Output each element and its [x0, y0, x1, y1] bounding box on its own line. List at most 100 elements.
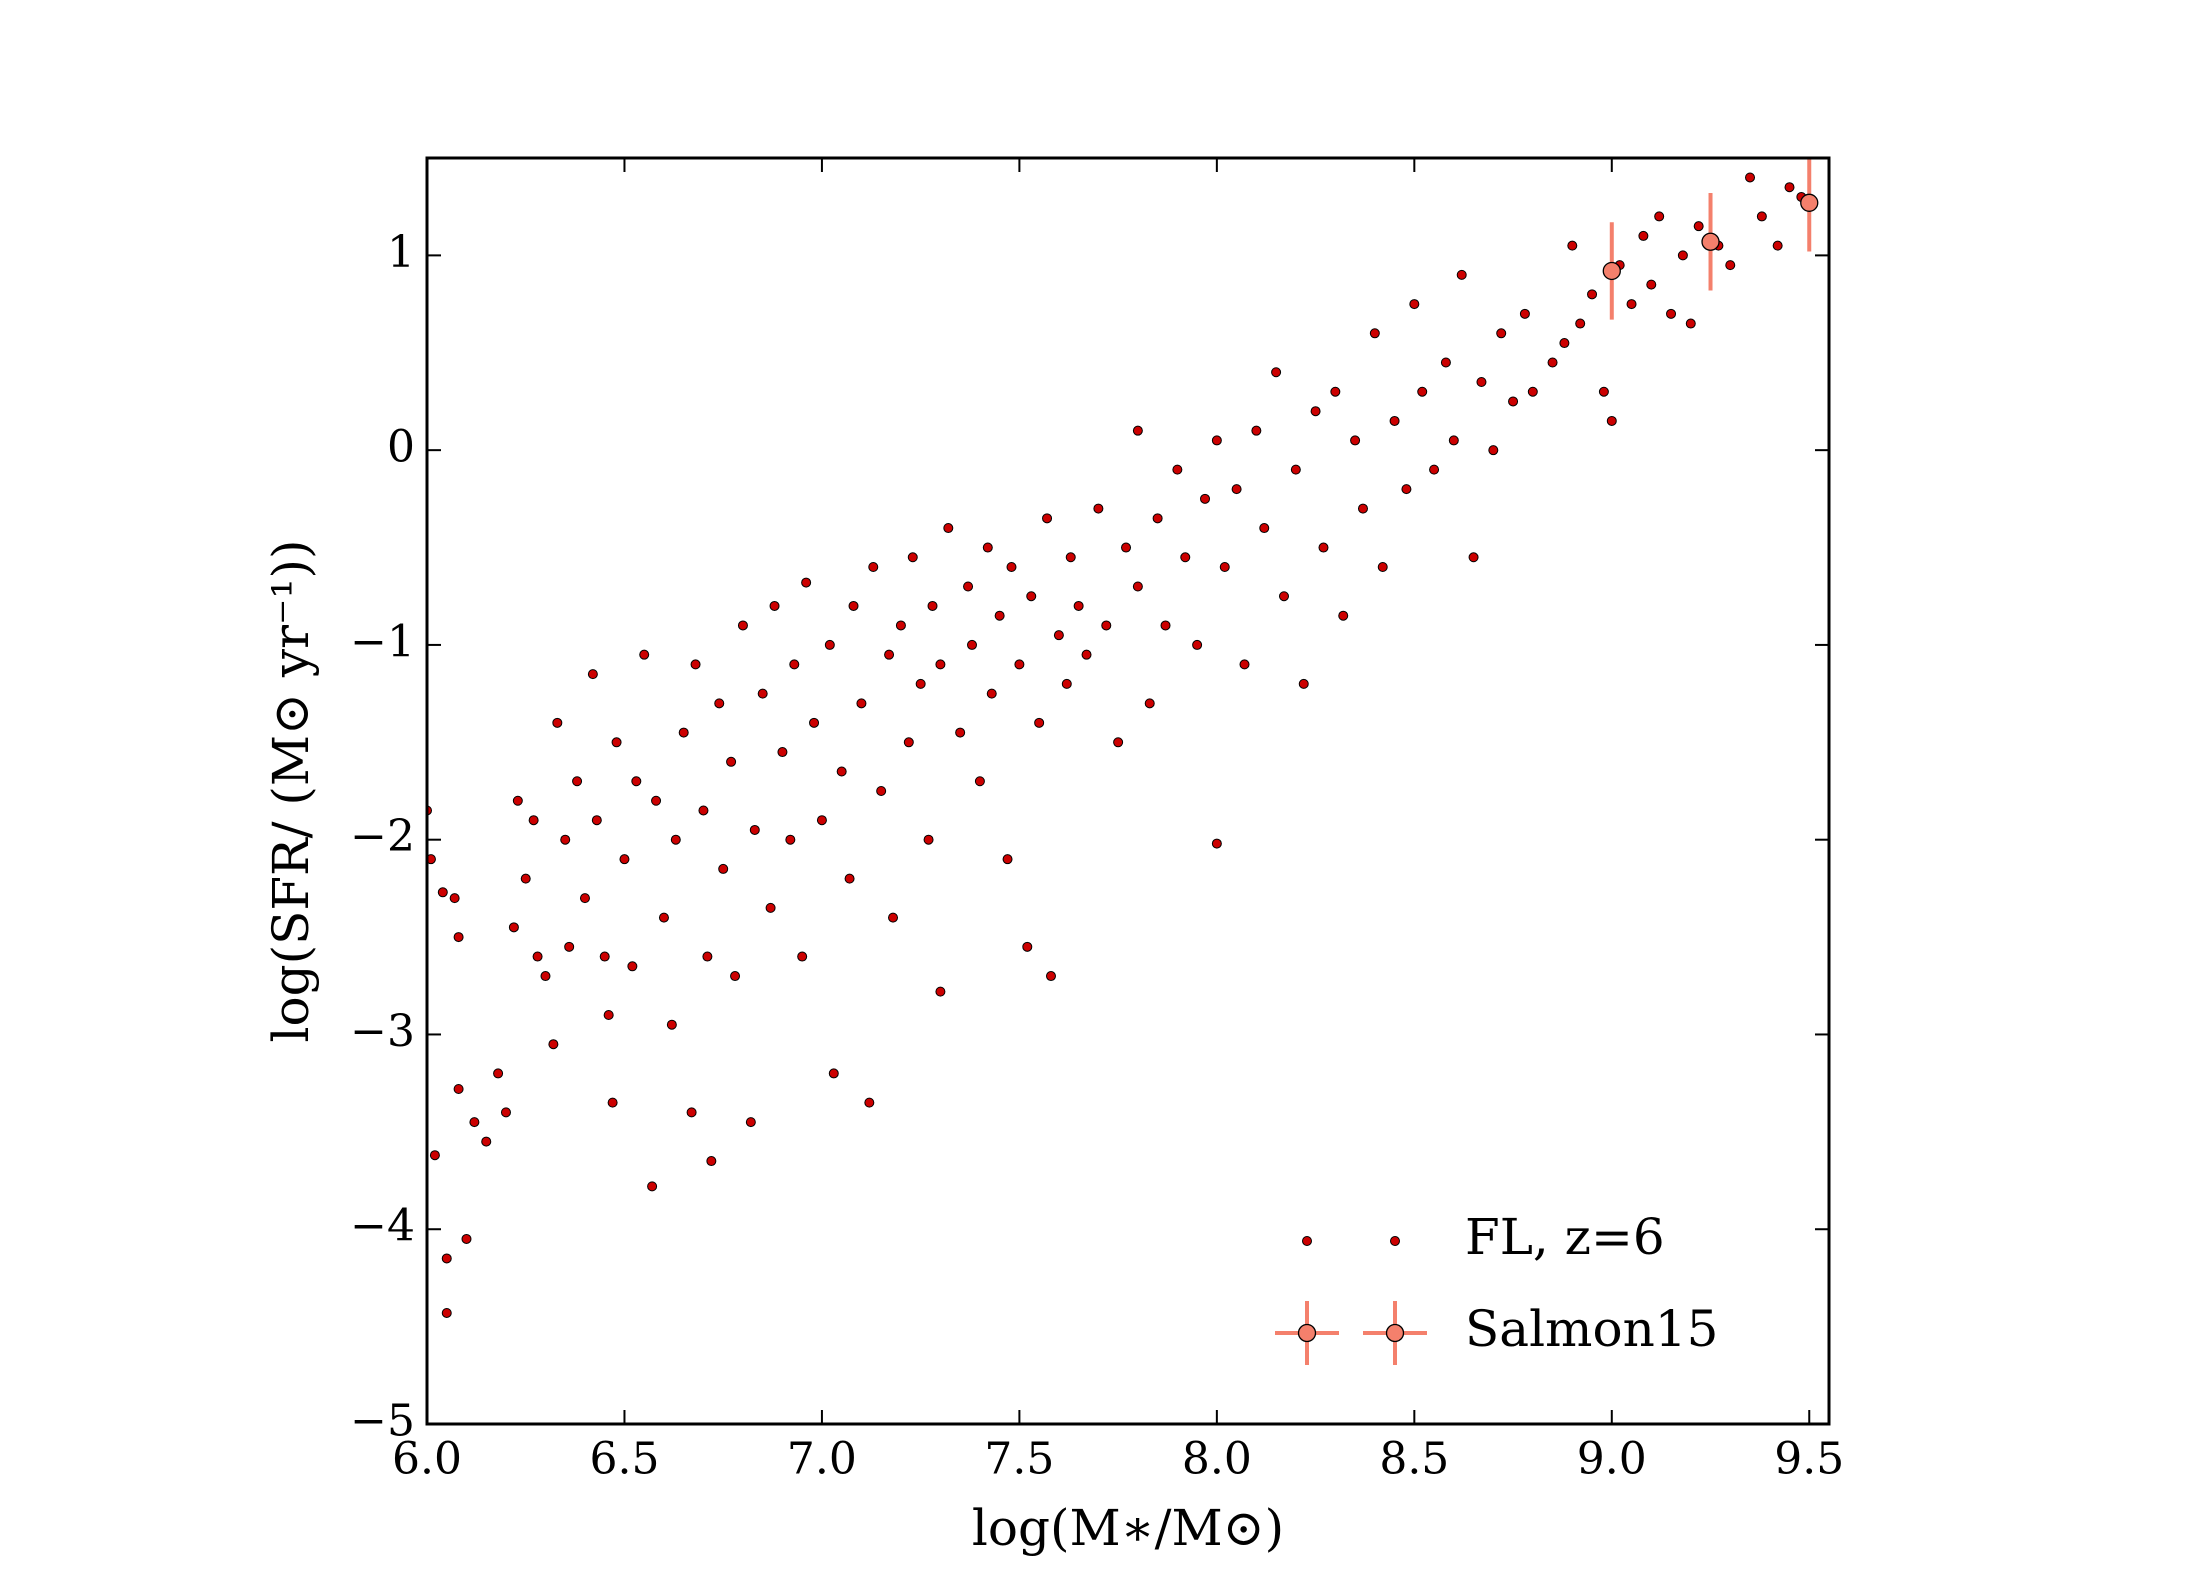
- point: [974, 776, 985, 787]
- point: [828, 1068, 839, 1079]
- point: [1065, 552, 1076, 563]
- point: [1042, 513, 1053, 524]
- point: [1219, 562, 1230, 573]
- x-axis-label: log(M∗/M⊙): [972, 1499, 1284, 1557]
- point: [631, 776, 642, 787]
- point: [1440, 357, 1451, 368]
- point: [1338, 610, 1349, 621]
- point: [745, 1117, 756, 1128]
- point: [647, 1181, 658, 1192]
- point: [1606, 415, 1617, 426]
- point: [686, 1107, 697, 1118]
- point: [670, 834, 681, 845]
- point: [453, 1083, 464, 1094]
- point: [611, 737, 622, 748]
- point: [1132, 581, 1143, 592]
- point: [1417, 386, 1428, 397]
- y-tick-label: −5: [350, 1396, 415, 1447]
- point: [678, 727, 689, 738]
- point: [797, 951, 808, 962]
- point: [1101, 620, 1112, 631]
- point: [548, 1039, 559, 1050]
- point: [982, 542, 993, 553]
- point: [1081, 649, 1092, 660]
- point: [1389, 415, 1400, 426]
- point: [1598, 386, 1609, 397]
- point: [698, 805, 709, 816]
- point: [1745, 172, 1756, 183]
- point: [579, 893, 590, 904]
- marker: [1800, 193, 1819, 212]
- point: [737, 620, 748, 631]
- point: [1527, 386, 1538, 397]
- point: [1113, 737, 1124, 748]
- point: [607, 1097, 618, 1108]
- point: [619, 854, 630, 865]
- y-tick-label: −2: [350, 811, 415, 862]
- point: [666, 1019, 677, 1030]
- point: [915, 678, 926, 689]
- x-tick-label: 8.0: [1182, 1434, 1252, 1485]
- point: [1045, 971, 1056, 982]
- point: [603, 1009, 614, 1020]
- point: [809, 717, 820, 728]
- point: [943, 523, 954, 534]
- y-axis-label: log(SFR/ (M⊙ yr⁻¹)): [262, 539, 320, 1042]
- point: [1211, 838, 1222, 849]
- x-tick-label: 7.5: [984, 1434, 1054, 1485]
- marker: [1602, 261, 1621, 281]
- point: [994, 610, 1005, 621]
- point: [1006, 562, 1017, 573]
- legend-marker: [1390, 1236, 1400, 1246]
- point: [1014, 659, 1025, 670]
- y-tick-label: 1: [387, 227, 415, 278]
- point: [1144, 698, 1155, 709]
- point: [888, 912, 899, 923]
- point: [1231, 484, 1242, 495]
- x-tick-label: 6.0: [392, 1434, 462, 1485]
- point: [1401, 484, 1412, 495]
- point: [844, 873, 855, 884]
- point: [512, 795, 523, 806]
- point: [449, 893, 460, 904]
- point: [1685, 318, 1696, 329]
- point: [1172, 464, 1183, 475]
- legend-label: Salmon15: [1465, 1300, 1718, 1358]
- point: [1093, 503, 1104, 514]
- point: [1073, 600, 1084, 611]
- point: [903, 737, 914, 748]
- point: [1666, 308, 1677, 319]
- point: [1377, 562, 1388, 573]
- point: [1646, 279, 1657, 290]
- y-tick-label: −3: [350, 1006, 415, 1057]
- point: [1369, 328, 1380, 339]
- point: [587, 669, 598, 680]
- point: [552, 717, 563, 728]
- point: [1547, 357, 1558, 368]
- point: [967, 639, 978, 650]
- point: [1725, 260, 1736, 271]
- y-tick-label: −4: [350, 1201, 415, 1252]
- point: [1357, 503, 1368, 514]
- point: [540, 971, 551, 982]
- point: [1251, 425, 1262, 436]
- point: [769, 600, 780, 611]
- point: [935, 986, 946, 997]
- legend-marker: [1385, 1323, 1405, 1343]
- point: [927, 600, 938, 611]
- point: [884, 649, 895, 660]
- point: [1772, 240, 1783, 251]
- point: [1026, 591, 1037, 602]
- point: [848, 600, 859, 611]
- point: [441, 1253, 452, 1264]
- point: [1519, 308, 1530, 319]
- point: [651, 795, 662, 806]
- point: [427, 854, 436, 865]
- point: [591, 815, 602, 826]
- point: [1310, 406, 1321, 417]
- point: [801, 577, 812, 588]
- point: [1002, 854, 1013, 865]
- point: [528, 815, 539, 826]
